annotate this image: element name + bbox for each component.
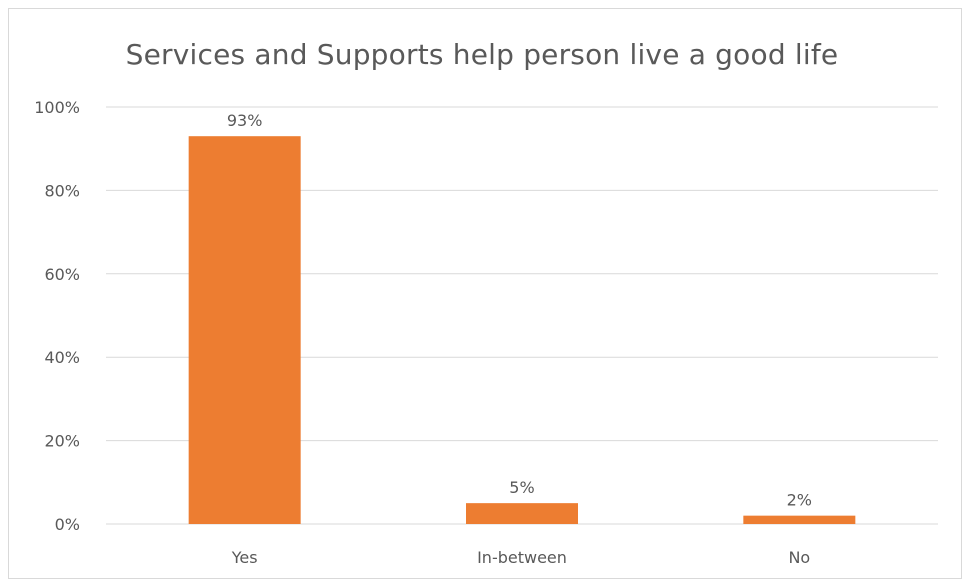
chart-title: Services and Supports help person live a… [125, 38, 839, 71]
y-tick-label: 0% [55, 515, 80, 534]
bars [188, 136, 856, 524]
bar-yes [188, 136, 301, 524]
chart-frame [8, 8, 962, 579]
x-tick-label: Yes [231, 548, 258, 567]
data-label: 93% [227, 111, 263, 130]
data-label: 5% [509, 478, 534, 497]
y-tick-label: 20% [44, 432, 80, 451]
bar-no [743, 515, 856, 524]
x-axis-ticks: Yes In-between No [231, 548, 810, 567]
y-tick-label: 80% [44, 181, 80, 200]
data-label: 2% [787, 491, 812, 510]
x-tick-label: No [788, 548, 810, 567]
y-tick-label: 40% [44, 348, 80, 367]
data-labels: 93% 5% 2% [227, 111, 812, 509]
y-tick-label: 60% [44, 265, 80, 284]
y-axis-ticks: 0% 20% 40% 60% 80% 100% [34, 98, 80, 534]
y-tick-label: 100% [34, 98, 80, 117]
x-tick-label: In-between [477, 548, 567, 567]
bar-in-between [466, 503, 578, 524]
